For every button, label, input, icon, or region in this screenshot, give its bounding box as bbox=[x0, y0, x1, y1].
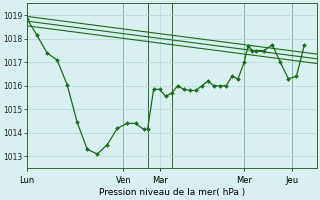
X-axis label: Pression niveau de la mer( hPa ): Pression niveau de la mer( hPa ) bbox=[99, 188, 245, 197]
